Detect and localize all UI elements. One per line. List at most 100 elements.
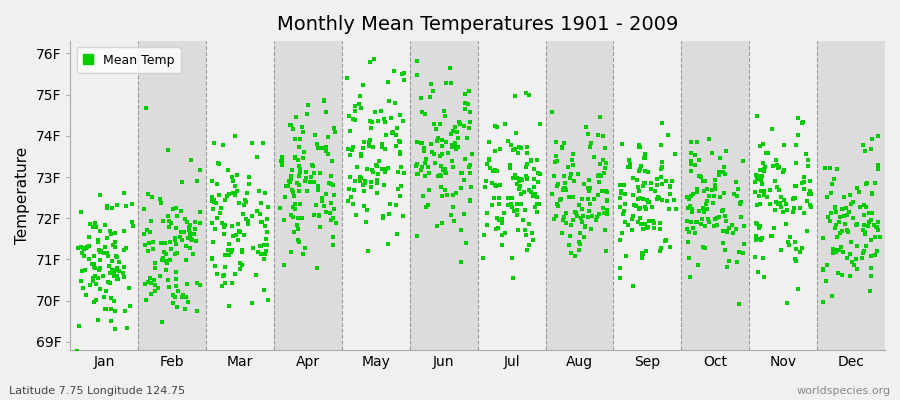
Point bbox=[388, 100, 402, 106]
Point bbox=[431, 134, 446, 141]
Point bbox=[177, 229, 192, 235]
Point bbox=[490, 168, 504, 174]
Point bbox=[565, 150, 580, 157]
Point bbox=[254, 243, 268, 249]
Point bbox=[377, 116, 392, 122]
Point bbox=[508, 171, 522, 178]
Point bbox=[218, 279, 232, 286]
Point bbox=[590, 214, 605, 220]
Point bbox=[482, 157, 496, 164]
Point bbox=[482, 138, 496, 145]
Point bbox=[732, 301, 746, 307]
Point bbox=[492, 145, 507, 152]
Point bbox=[767, 225, 781, 232]
Point bbox=[842, 251, 857, 257]
Point bbox=[367, 56, 382, 62]
Point bbox=[788, 195, 802, 201]
Point bbox=[599, 248, 614, 254]
Point bbox=[447, 218, 462, 224]
Point bbox=[448, 124, 463, 130]
Point bbox=[635, 226, 650, 232]
Point bbox=[661, 132, 675, 138]
Point bbox=[250, 249, 265, 255]
Point bbox=[397, 77, 411, 83]
Point bbox=[641, 198, 655, 205]
Point bbox=[698, 245, 712, 252]
Point bbox=[346, 146, 360, 153]
Point bbox=[175, 179, 189, 185]
Point bbox=[235, 246, 249, 253]
Point bbox=[76, 250, 90, 257]
Point bbox=[390, 125, 404, 132]
Point bbox=[839, 204, 853, 211]
Point bbox=[451, 143, 465, 150]
Point bbox=[274, 158, 288, 164]
Point bbox=[143, 280, 157, 286]
Point bbox=[71, 245, 86, 251]
Point bbox=[212, 192, 226, 198]
Point bbox=[86, 224, 100, 230]
Point bbox=[706, 200, 720, 206]
Point bbox=[796, 174, 811, 180]
Point bbox=[662, 244, 677, 250]
Point bbox=[631, 184, 645, 190]
Point bbox=[236, 211, 250, 217]
Point bbox=[816, 299, 831, 305]
Point bbox=[796, 120, 810, 126]
Point bbox=[509, 212, 524, 218]
Point bbox=[750, 113, 764, 120]
Point bbox=[146, 246, 160, 252]
Point bbox=[753, 177, 768, 184]
Point bbox=[522, 221, 536, 228]
Point bbox=[501, 195, 516, 202]
Point bbox=[554, 196, 568, 202]
Point bbox=[765, 232, 779, 239]
Point bbox=[681, 194, 696, 200]
Point bbox=[856, 250, 870, 257]
Point bbox=[151, 285, 166, 291]
Point bbox=[712, 213, 726, 220]
Point bbox=[779, 201, 794, 207]
Point bbox=[415, 164, 429, 170]
Point bbox=[829, 249, 843, 256]
Point bbox=[148, 282, 163, 288]
Point bbox=[634, 221, 648, 228]
Point bbox=[757, 168, 771, 174]
Point bbox=[689, 186, 704, 192]
Bar bbox=[206, 41, 274, 350]
Point bbox=[167, 294, 182, 300]
Point bbox=[252, 188, 266, 194]
Point bbox=[698, 223, 713, 229]
Point bbox=[733, 200, 747, 207]
Point bbox=[729, 192, 743, 199]
Point bbox=[750, 176, 764, 183]
Point bbox=[232, 200, 247, 206]
Point bbox=[563, 221, 578, 228]
Point bbox=[690, 138, 705, 145]
Point bbox=[707, 186, 722, 192]
Point bbox=[593, 172, 608, 179]
Point bbox=[282, 178, 296, 184]
Point bbox=[106, 242, 121, 248]
Point bbox=[515, 177, 529, 183]
Bar bbox=[70, 41, 139, 350]
Point bbox=[856, 226, 870, 233]
Point bbox=[637, 155, 652, 162]
Point bbox=[508, 146, 522, 152]
Point bbox=[439, 80, 454, 86]
Bar bbox=[274, 41, 342, 350]
Point bbox=[838, 220, 852, 227]
Point bbox=[141, 278, 156, 285]
Point bbox=[285, 125, 300, 132]
Point bbox=[444, 212, 458, 218]
Point bbox=[717, 247, 732, 254]
Point bbox=[166, 300, 181, 306]
Point bbox=[245, 212, 259, 219]
Point bbox=[464, 162, 478, 168]
Point bbox=[832, 214, 847, 220]
Point bbox=[550, 183, 564, 189]
Point bbox=[506, 146, 520, 153]
Point bbox=[600, 197, 615, 204]
Point bbox=[757, 274, 771, 280]
Point bbox=[226, 178, 240, 184]
